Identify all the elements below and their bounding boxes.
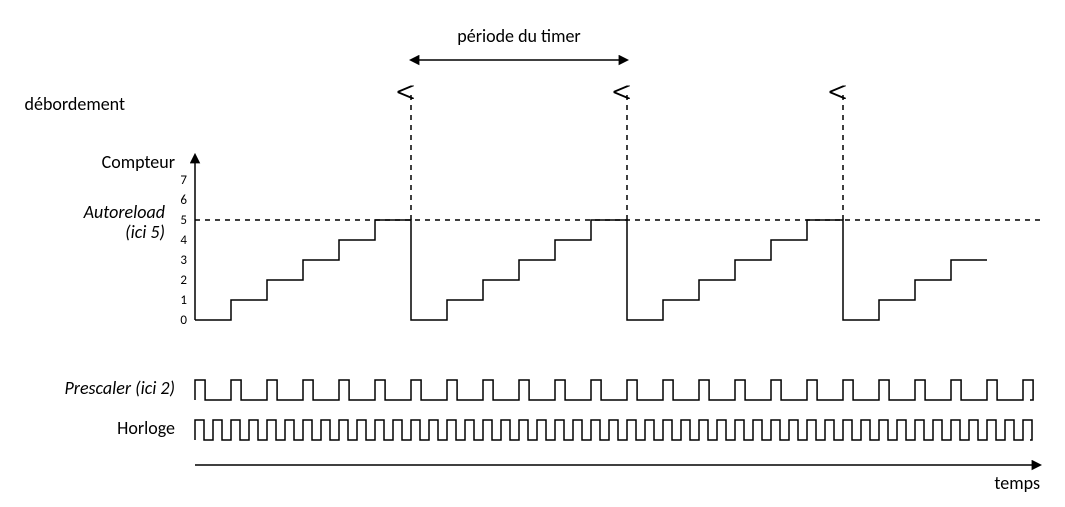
counter-ytick: 3 xyxy=(180,253,187,268)
counter-ytick: 7 xyxy=(180,173,187,188)
label-periode: période du timer xyxy=(457,25,580,47)
label-autoreload-2: (ici 5) xyxy=(125,221,165,243)
counter-ytick: 5 xyxy=(180,213,187,228)
label-temps: temps xyxy=(994,472,1040,494)
prescaler-trace xyxy=(195,380,1033,400)
counter-trace xyxy=(195,220,987,320)
counter-ytick: 0 xyxy=(180,313,187,328)
label-debordement: débordement xyxy=(25,93,125,115)
label-horloge: Horloge xyxy=(117,417,175,439)
counter-ytick: 4 xyxy=(180,233,187,248)
label-compteur: Compteur xyxy=(102,151,175,173)
counter-ytick: 6 xyxy=(180,193,187,208)
label-autoreload-1: Autoreload xyxy=(83,201,165,223)
horloge-trace xyxy=(195,420,1032,440)
label-prescaler: Prescaler (ici 2) xyxy=(64,377,175,399)
counter-ytick: 1 xyxy=(180,293,187,308)
counter-ytick: 2 xyxy=(180,273,187,288)
